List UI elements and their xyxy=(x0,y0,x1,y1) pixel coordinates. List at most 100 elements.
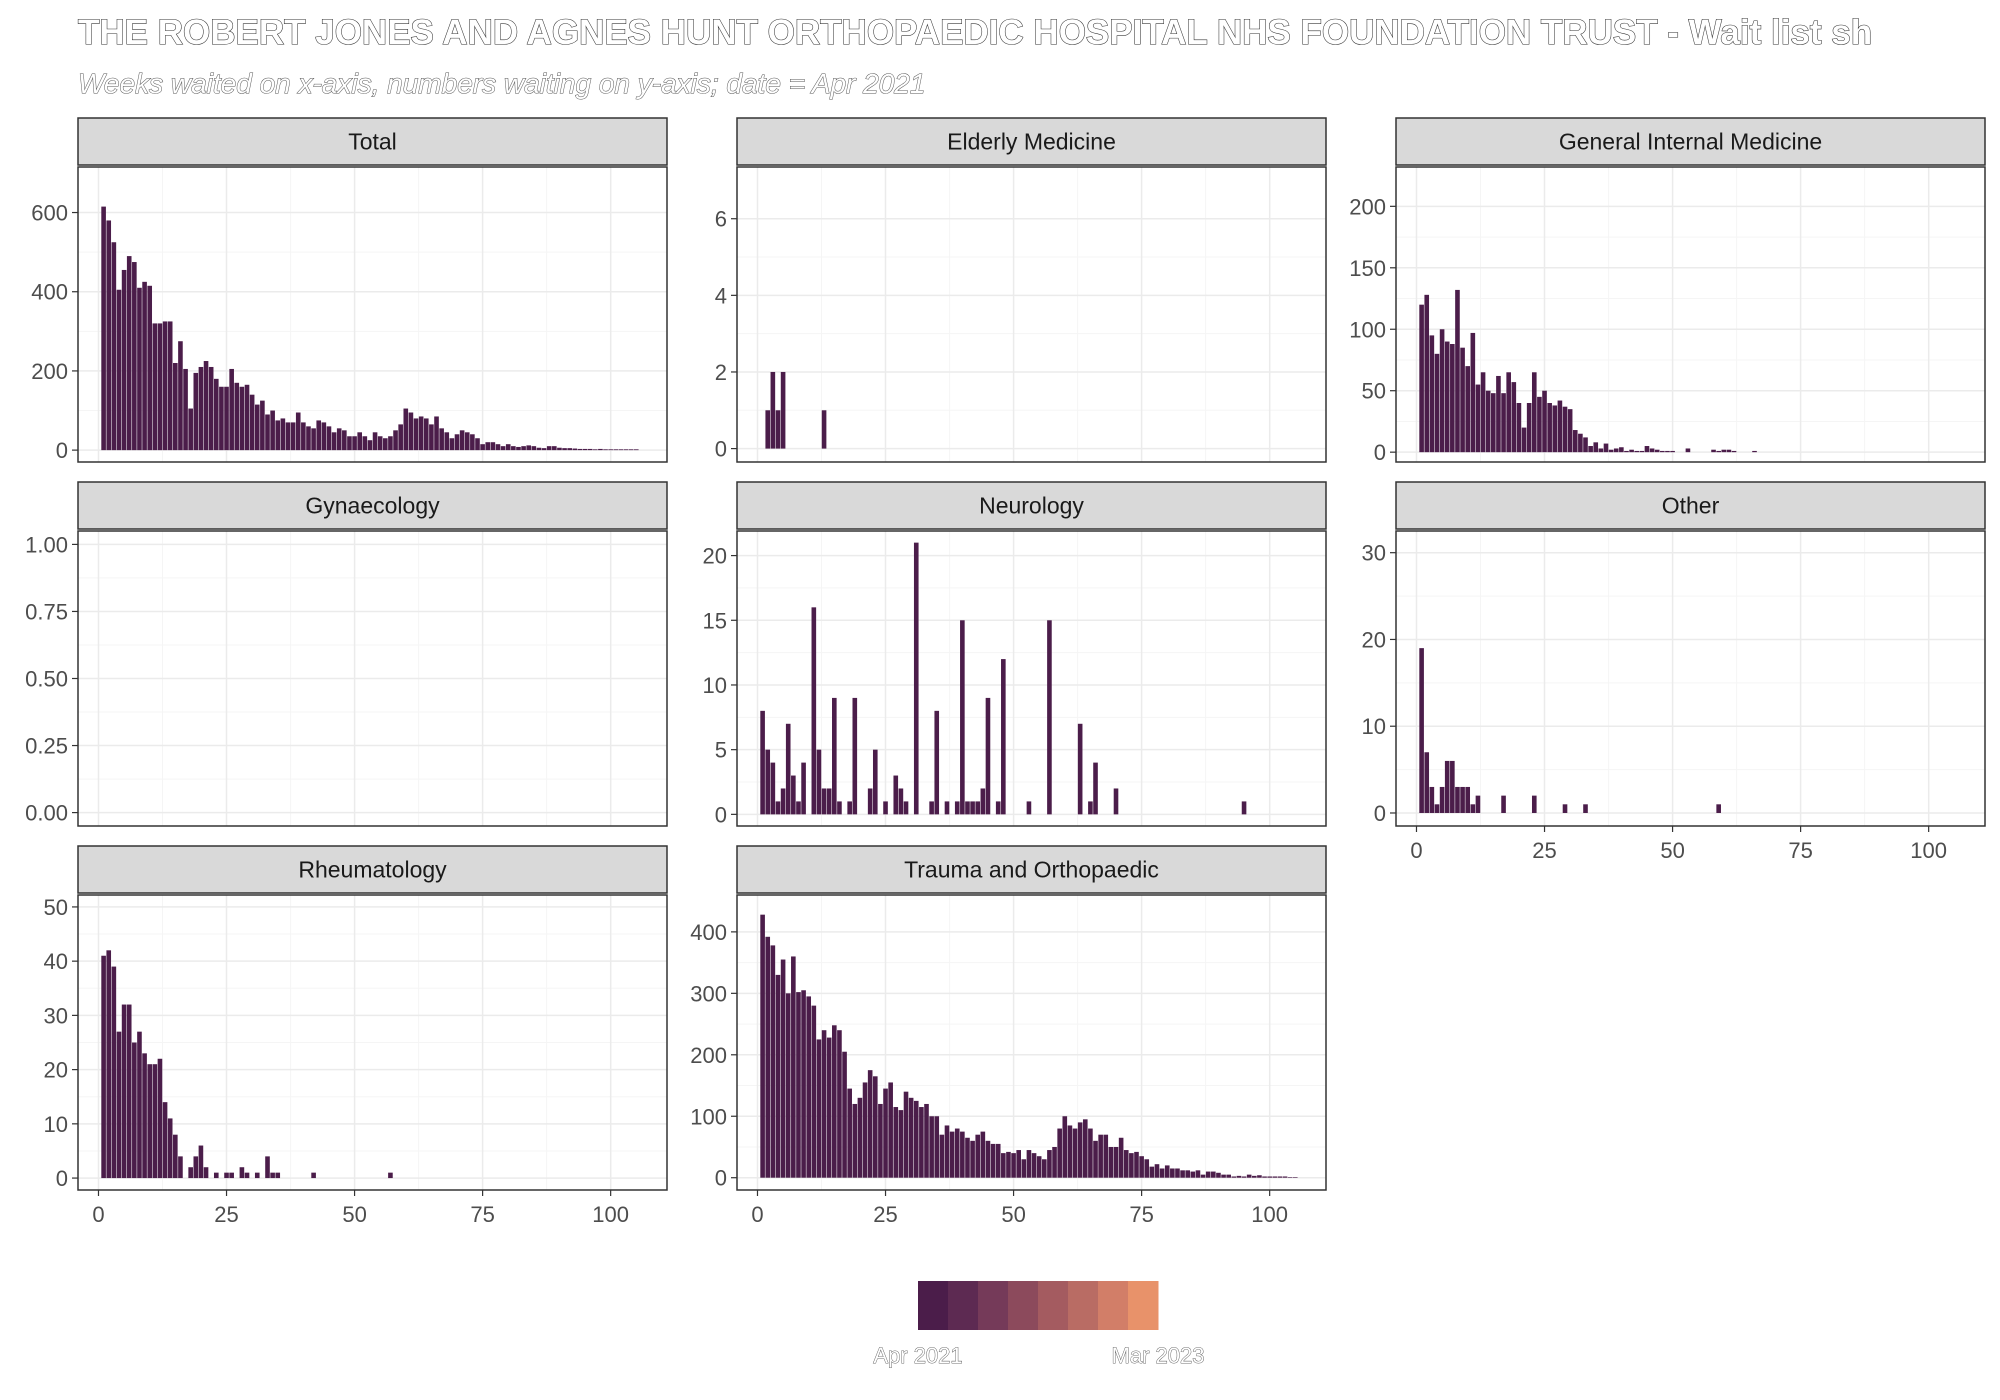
bar xyxy=(552,446,557,451)
bar xyxy=(1731,450,1737,453)
bar xyxy=(244,384,250,451)
y-tick-label: 600 xyxy=(31,201,68,226)
bar xyxy=(872,1076,878,1178)
y-tick-label: 50 xyxy=(44,895,68,920)
strip-gynaecology xyxy=(77,481,668,530)
bar xyxy=(1272,1176,1278,1178)
bar xyxy=(1113,1146,1119,1178)
y-tick-label: 0.00 xyxy=(25,801,68,826)
bar xyxy=(1531,795,1537,813)
bar xyxy=(1057,1128,1062,1178)
bar xyxy=(521,446,526,451)
bar xyxy=(1470,332,1476,453)
bar xyxy=(883,1088,888,1178)
bar xyxy=(1716,804,1721,813)
bar xyxy=(1639,450,1645,453)
bar xyxy=(475,438,480,451)
bar xyxy=(1287,1177,1293,1178)
bar xyxy=(811,1005,817,1178)
bar xyxy=(132,1042,137,1179)
bar xyxy=(219,386,224,451)
bar xyxy=(449,438,455,451)
bar xyxy=(224,386,229,451)
bar xyxy=(111,966,117,1179)
bar xyxy=(290,422,296,451)
bar xyxy=(1480,372,1486,453)
bar xyxy=(500,446,506,451)
bar xyxy=(1211,1171,1216,1178)
y-tick-label: 0 xyxy=(715,437,727,462)
bar xyxy=(1660,450,1665,453)
bar xyxy=(1067,1125,1073,1178)
color-legend: Apr 2021 Mar 2023 xyxy=(873,1281,1205,1368)
bar xyxy=(995,801,1001,815)
bar xyxy=(1262,1176,1267,1178)
bar xyxy=(408,412,414,451)
bar xyxy=(985,697,991,815)
y-tick-label: 2 xyxy=(715,360,727,385)
y-tick-label: 1.00 xyxy=(25,532,68,557)
bar xyxy=(893,775,899,815)
bar xyxy=(188,408,193,451)
bar xyxy=(775,801,781,815)
bar xyxy=(883,801,888,815)
bar xyxy=(1608,449,1614,453)
panel-trauma-and-orthopaedic: Trauma and Orthopaedic 0 100 200 300 400 0 25 50… xyxy=(690,845,1327,1227)
bar xyxy=(623,449,629,451)
bar xyxy=(557,447,562,451)
bar xyxy=(965,1137,970,1178)
bar xyxy=(1531,372,1537,453)
bar xyxy=(132,262,137,451)
bar xyxy=(633,449,639,451)
bar xyxy=(111,242,117,451)
bar xyxy=(1216,1172,1221,1178)
bar xyxy=(1098,1134,1103,1178)
x-tick-label: 75 xyxy=(1788,838,1812,863)
bar xyxy=(1475,384,1481,453)
bar xyxy=(760,710,765,815)
bar xyxy=(372,432,378,451)
bar xyxy=(934,1116,940,1178)
bar xyxy=(1511,382,1517,453)
bar xyxy=(1082,1119,1088,1178)
bar xyxy=(837,801,842,815)
bar xyxy=(546,446,552,451)
bar xyxy=(944,1125,950,1178)
y-tick-label: 0 xyxy=(56,1166,68,1191)
bar xyxy=(485,442,491,451)
bar xyxy=(275,420,281,451)
bar xyxy=(439,428,444,451)
bar xyxy=(816,1039,822,1178)
bar xyxy=(1613,448,1619,453)
bar xyxy=(183,368,188,451)
bar xyxy=(852,1103,858,1178)
bar xyxy=(1052,1146,1057,1178)
y-tick-label: 30 xyxy=(44,1003,68,1028)
bar xyxy=(1001,659,1006,815)
x-tick-label: 50 xyxy=(1660,838,1684,863)
bar xyxy=(162,321,168,451)
bar xyxy=(1598,448,1604,453)
bar xyxy=(1077,723,1083,815)
bar xyxy=(995,1143,1001,1178)
bar xyxy=(388,1172,393,1179)
bar xyxy=(1257,1175,1262,1178)
bar xyxy=(1093,1140,1098,1178)
y-tick-label: 0 xyxy=(56,438,68,463)
bar xyxy=(1118,1137,1124,1178)
panel-border-trauma-and-orthopaedic xyxy=(736,894,1327,1191)
panel-rheumatology: Rheumatology 0 10 20 30 40 50 0 25 50 75 100 xyxy=(44,845,668,1227)
bar xyxy=(459,430,465,451)
bar xyxy=(106,950,112,1179)
bar xyxy=(1424,752,1430,813)
bar xyxy=(239,386,245,451)
bar xyxy=(1292,1177,1298,1178)
bar xyxy=(490,442,496,451)
bar xyxy=(1149,1166,1155,1178)
bar xyxy=(429,424,434,451)
x-tick-label: 100 xyxy=(592,1202,629,1227)
bar xyxy=(188,1167,193,1179)
x-tick-label: 0 xyxy=(1410,838,1422,863)
y-tick-label: 400 xyxy=(690,920,727,945)
bar xyxy=(603,449,608,451)
